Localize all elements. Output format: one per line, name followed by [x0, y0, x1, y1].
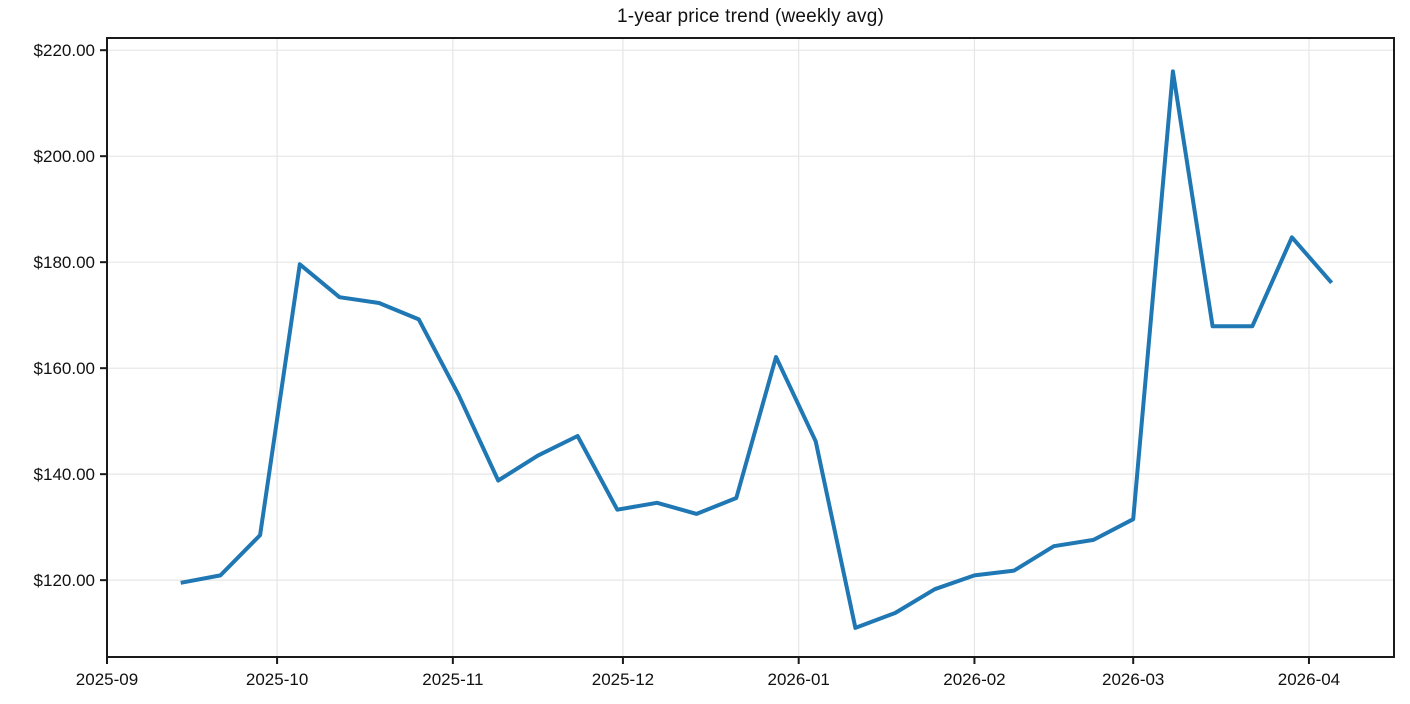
- price-line: [180, 69, 1334, 630]
- y-axis-tick-label: $220.00: [34, 41, 95, 60]
- x-axis-tick-label: 2026-03: [1102, 670, 1164, 689]
- y-axis-tick-label: $180.00: [34, 253, 95, 272]
- x-axis-tick-label: 2026-02: [943, 670, 1005, 689]
- x-axis-tick-label: 2025-09: [76, 670, 138, 689]
- x-axis-tick-label: 2026-01: [767, 670, 829, 689]
- y-axis-tick-label: $140.00: [34, 465, 95, 484]
- x-axis-tick-label: 2026-04: [1278, 670, 1340, 689]
- y-axis-tick-label: $120.00: [34, 571, 95, 590]
- x-axis-tick-label: 2025-11: [422, 670, 483, 689]
- x-axis-tick-label: 2025-12: [592, 670, 654, 689]
- chart-title: 1-year price trend (weekly avg): [616, 6, 885, 27]
- x-axis-tick-label: 2025-10: [246, 670, 308, 689]
- y-axis-tick-label: $200.00: [34, 147, 95, 166]
- y-axis-tick-label: $160.00: [34, 359, 95, 378]
- plot-border: [106, 37, 1395, 658]
